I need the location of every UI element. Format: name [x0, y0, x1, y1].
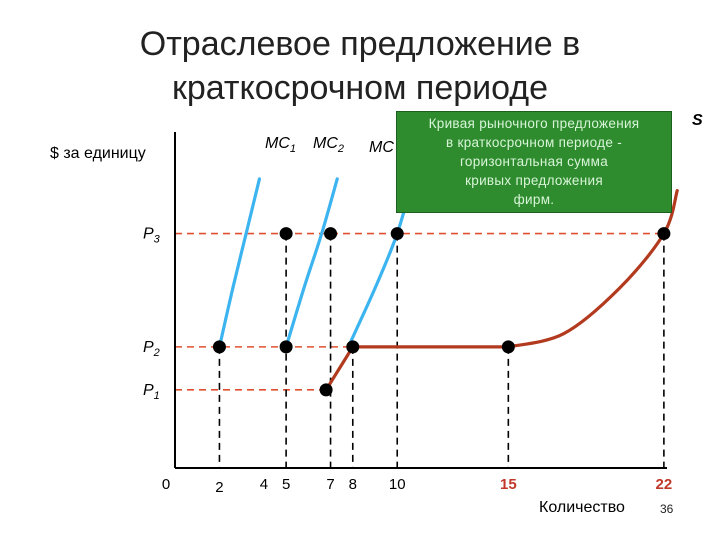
mc-label-2: MC2: [313, 135, 344, 155]
callout-line-2: в краткосрочном периоде -: [445, 135, 622, 150]
callout-line-3: горизонтальная сумма: [459, 154, 609, 169]
y-axis-label: $ за единицу: [50, 145, 146, 162]
x-tick-label-15: 15: [500, 476, 517, 493]
title-line-1: Отраслевое предложение в: [139, 25, 581, 63]
mc-label-1: MC1: [265, 135, 296, 155]
x-axis-label: Количество: [539, 499, 625, 516]
callout-line-4: кривых предложения: [465, 173, 603, 188]
mc-curve-2: [284, 177, 339, 349]
data-point: [657, 227, 671, 241]
callout-box: Кривая рыночного предложения в краткосро…: [396, 111, 672, 213]
data-point: [279, 227, 293, 241]
x-tick-label-4: 4: [260, 476, 268, 493]
x-tick-label-0: 0: [162, 476, 170, 493]
slide-number: 36: [660, 502, 674, 516]
y-tick-label-p3: P3: [143, 226, 161, 246]
title-line-2: краткосрочном периоде: [171, 69, 549, 107]
mc-curve-1: [217, 177, 262, 349]
data-point: [212, 340, 226, 354]
x-tick-label-7: 7: [326, 476, 334, 493]
x-tick-label-5: 5: [282, 476, 290, 493]
x-tick-label-22: 22: [656, 476, 673, 493]
data-point: [346, 340, 360, 354]
x-tick-label-2: 2: [215, 479, 223, 496]
x-tick-label-10: 10: [389, 476, 406, 493]
data-point: [319, 383, 333, 397]
callout-line-5: фирм.: [513, 192, 555, 207]
data-point: [279, 340, 293, 354]
y-tick-label-p2: P2: [143, 339, 160, 359]
market-supply-curve: [324, 189, 679, 392]
x-tick-label-8: 8: [349, 476, 357, 493]
data-point: [390, 227, 404, 241]
slide-title: Отраслевое предложение в краткосрочном п…: [0, 22, 720, 110]
data-point: [324, 227, 338, 241]
data-point: [501, 340, 515, 354]
mc-label-3: MC: [369, 139, 394, 156]
callout-line-1: Кривая рыночного предложения: [428, 116, 640, 131]
y-tick-label-p1: P1: [143, 382, 160, 402]
supply-label: S: [692, 112, 703, 129]
